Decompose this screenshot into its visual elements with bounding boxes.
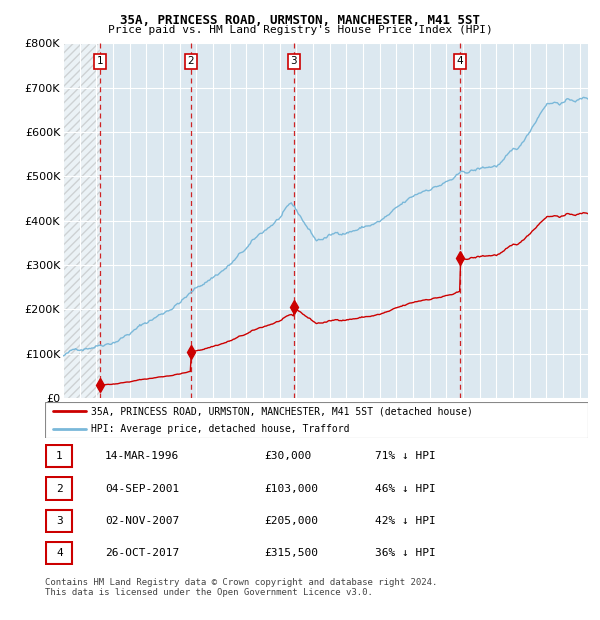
Text: HPI: Average price, detached house, Trafford: HPI: Average price, detached house, Traf… [91,424,350,434]
Text: 26-OCT-2017: 26-OCT-2017 [105,548,179,558]
Text: Contains HM Land Registry data © Crown copyright and database right 2024.
This d: Contains HM Land Registry data © Crown c… [45,578,437,597]
Text: 35A, PRINCESS ROAD, URMSTON, MANCHESTER, M41 5ST: 35A, PRINCESS ROAD, URMSTON, MANCHESTER,… [120,14,480,27]
Text: 1: 1 [56,451,63,461]
Text: 35A, PRINCESS ROAD, URMSTON, MANCHESTER, M41 5ST (detached house): 35A, PRINCESS ROAD, URMSTON, MANCHESTER,… [91,406,473,416]
Text: 3: 3 [290,56,297,66]
Text: 04-SEP-2001: 04-SEP-2001 [105,484,179,494]
Text: 71% ↓ HPI: 71% ↓ HPI [375,451,436,461]
Text: 46% ↓ HPI: 46% ↓ HPI [375,484,436,494]
Text: £103,000: £103,000 [264,484,318,494]
Text: 3: 3 [56,516,63,526]
FancyBboxPatch shape [46,542,73,564]
Text: £30,000: £30,000 [264,451,311,461]
Text: 36% ↓ HPI: 36% ↓ HPI [375,548,436,558]
Text: 2: 2 [188,56,194,66]
Text: £205,000: £205,000 [264,516,318,526]
FancyBboxPatch shape [46,477,73,500]
FancyBboxPatch shape [45,402,588,438]
Text: 1: 1 [97,56,103,66]
Bar [63,43,100,398]
Text: 02-NOV-2007: 02-NOV-2007 [105,516,179,526]
Text: 14-MAR-1996: 14-MAR-1996 [105,451,179,461]
Text: 4: 4 [56,548,63,558]
Text: £315,500: £315,500 [264,548,318,558]
FancyBboxPatch shape [46,445,73,467]
Text: 42% ↓ HPI: 42% ↓ HPI [375,516,436,526]
Text: Price paid vs. HM Land Registry's House Price Index (HPI): Price paid vs. HM Land Registry's House … [107,25,493,35]
Text: 4: 4 [457,56,463,66]
FancyBboxPatch shape [46,510,73,532]
Text: 2: 2 [56,484,63,494]
